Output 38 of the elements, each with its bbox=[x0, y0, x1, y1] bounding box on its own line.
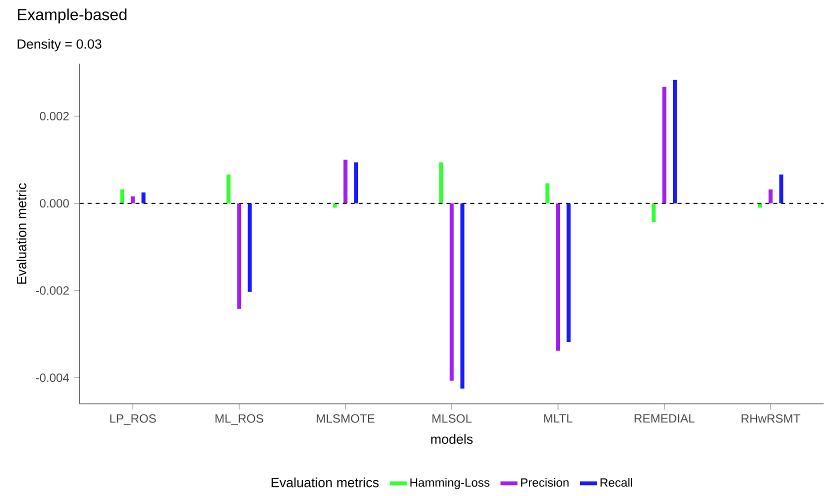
x-axis-title: models bbox=[431, 434, 473, 444]
bar bbox=[779, 174, 784, 204]
bar bbox=[142, 192, 146, 204]
bar bbox=[237, 204, 242, 310]
x-tick-label: MLSOL bbox=[432, 414, 472, 423]
bar bbox=[768, 190, 773, 204]
bar bbox=[130, 196, 135, 204]
x-tick-label: MLTL bbox=[544, 414, 572, 423]
y-tick-label: 0.002 bbox=[40, 112, 69, 121]
bar bbox=[354, 162, 358, 204]
y-axis-title: Evaluation metric bbox=[16, 183, 26, 284]
legend-label: Recall bbox=[600, 478, 632, 487]
legend-title: Evaluation metrics bbox=[272, 478, 379, 488]
x-tick-label: RHwRSMT bbox=[742, 414, 800, 423]
chart-title: Example-based bbox=[18, 8, 126, 24]
bar bbox=[545, 183, 550, 204]
bar bbox=[439, 162, 444, 204]
chart-subtitle: Density = 0.03 bbox=[18, 39, 102, 52]
bar bbox=[460, 204, 464, 389]
bar bbox=[662, 87, 666, 204]
bar bbox=[556, 204, 560, 351]
bar bbox=[450, 204, 454, 381]
x-tick-label: ML_ROS bbox=[216, 414, 264, 426]
y-tick-label: -0.004 bbox=[36, 374, 69, 382]
bar bbox=[652, 204, 656, 222]
x-tick-label: MLSMOTE bbox=[316, 414, 374, 423]
legend-label: Hamming-Loss bbox=[410, 478, 490, 490]
bar bbox=[672, 80, 677, 204]
bar bbox=[343, 160, 348, 204]
bar bbox=[248, 204, 252, 292]
y-tick-label: -0.002 bbox=[36, 286, 69, 295]
y-tick-label: 0.000 bbox=[40, 199, 69, 208]
bar bbox=[566, 204, 571, 342]
legend-label: Precision bbox=[521, 478, 569, 487]
x-tick-label: REMEDIAL bbox=[634, 414, 694, 423]
x-tick-label: LP_ROS bbox=[110, 414, 156, 426]
bar bbox=[120, 190, 124, 204]
bar bbox=[226, 174, 231, 204]
